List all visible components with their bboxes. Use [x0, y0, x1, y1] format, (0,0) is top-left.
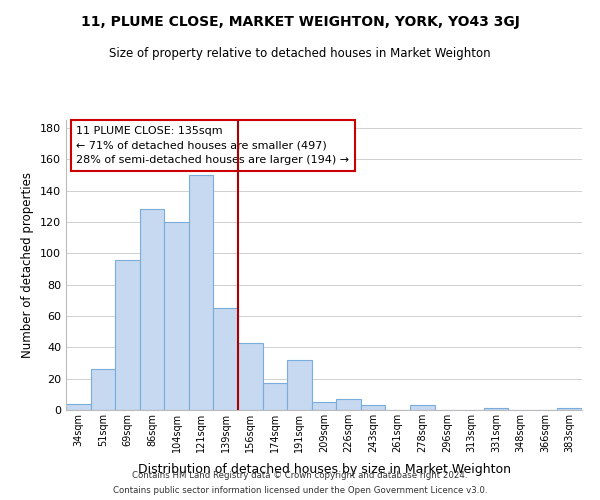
Bar — [238, 342, 263, 410]
Text: 11, PLUME CLOSE, MARKET WEIGHTON, YORK, YO43 3GJ: 11, PLUME CLOSE, MARKET WEIGHTON, YORK, … — [80, 15, 520, 29]
Bar — [263, 384, 287, 410]
Bar — [557, 408, 582, 410]
Bar — [214, 308, 238, 410]
Bar — [91, 369, 115, 410]
Text: Contains HM Land Registry data © Crown copyright and database right 2024.: Contains HM Land Registry data © Crown c… — [132, 471, 468, 480]
X-axis label: Distribution of detached houses by size in Market Weighton: Distribution of detached houses by size … — [137, 464, 511, 476]
Bar — [164, 222, 189, 410]
Bar — [140, 210, 164, 410]
Bar — [66, 404, 91, 410]
Bar — [410, 406, 434, 410]
Text: Size of property relative to detached houses in Market Weighton: Size of property relative to detached ho… — [109, 48, 491, 60]
Bar — [115, 260, 140, 410]
Bar — [484, 408, 508, 410]
Bar — [361, 406, 385, 410]
Text: 11 PLUME CLOSE: 135sqm
← 71% of detached houses are smaller (497)
28% of semi-de: 11 PLUME CLOSE: 135sqm ← 71% of detached… — [76, 126, 349, 166]
Y-axis label: Number of detached properties: Number of detached properties — [22, 172, 34, 358]
Bar — [336, 399, 361, 410]
Bar — [189, 175, 214, 410]
Text: Contains public sector information licensed under the Open Government Licence v3: Contains public sector information licen… — [113, 486, 487, 495]
Bar — [287, 360, 312, 410]
Bar — [312, 402, 336, 410]
